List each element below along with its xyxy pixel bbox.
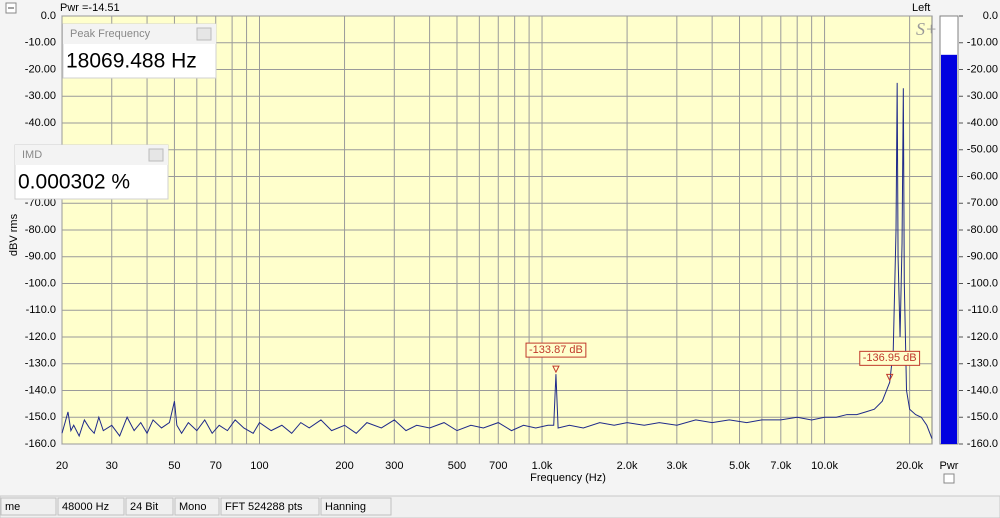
channel-label: Left bbox=[912, 2, 930, 14]
x-tick-label: 200 bbox=[335, 460, 353, 472]
meter-tick-label: -30.00 bbox=[967, 90, 998, 102]
x-tick-label: 7.0k bbox=[770, 460, 791, 472]
y-tick-label: 0.0 bbox=[41, 10, 56, 22]
status-text: 48000 Hz bbox=[62, 501, 109, 513]
y-tick-label: -150.0 bbox=[25, 411, 56, 423]
meter-tick-label: -100.0 bbox=[967, 277, 998, 289]
meter-tick-label: 0.0 bbox=[983, 10, 998, 22]
x-tick-label: 20.0k bbox=[896, 460, 923, 472]
x-tick-label: 300 bbox=[385, 460, 403, 472]
status-text: me bbox=[5, 501, 20, 513]
y-tick-label: -80.00 bbox=[25, 224, 56, 236]
panel-value: 0.000302 % bbox=[18, 171, 130, 194]
marker-label: -136.95 dB bbox=[863, 352, 917, 364]
y-tick-label: -100.0 bbox=[25, 277, 56, 289]
x-tick-label: 20 bbox=[56, 460, 68, 472]
meter-label: Pwr bbox=[940, 460, 959, 472]
status-text: FFT 524288 pts bbox=[225, 501, 303, 513]
panel-header bbox=[15, 145, 168, 165]
power-readout: Pwr =-14.51 bbox=[60, 2, 120, 14]
meter-tick-label: -40.00 bbox=[967, 117, 998, 129]
marker-label-box bbox=[525, 342, 587, 358]
y-tick-label: -130.0 bbox=[25, 358, 56, 370]
meter-tick-label: -10.00 bbox=[967, 37, 998, 49]
panel-title: Peak Frequency bbox=[70, 28, 151, 40]
y-tick-label: -40.00 bbox=[25, 117, 56, 129]
y-tick-label: -30.00 bbox=[25, 90, 56, 102]
status-cell bbox=[125, 497, 174, 516]
x-tick-label: 50 bbox=[168, 460, 180, 472]
meter-tick-label: -140.0 bbox=[967, 384, 998, 396]
panel-close[interactable] bbox=[148, 148, 164, 162]
panel-header bbox=[63, 24, 216, 44]
panel-close[interactable] bbox=[196, 27, 212, 41]
panel-title: IMD bbox=[22, 149, 42, 161]
y-tick-label: -120.0 bbox=[25, 331, 56, 343]
marker-triangle bbox=[552, 365, 560, 374]
x-tick-label: 100 bbox=[250, 460, 268, 472]
meter-tick-label: -70.00 bbox=[967, 197, 998, 209]
status-cell bbox=[320, 497, 392, 516]
marker-label: -133.87 dB bbox=[529, 344, 583, 356]
meter-tick-label: -120.0 bbox=[967, 331, 998, 343]
meter-bar bbox=[941, 54, 957, 445]
status-cell bbox=[0, 497, 57, 516]
status-text: Mono bbox=[179, 501, 207, 513]
meter-tick-label: -50.00 bbox=[967, 144, 998, 156]
x-tick-label: 3.0k bbox=[666, 460, 687, 472]
meter-tick-label: -160.0 bbox=[967, 438, 998, 450]
x-tick-label: 2.0k bbox=[617, 460, 638, 472]
y-tick-label: -90.00 bbox=[25, 251, 56, 263]
logo: S+ bbox=[916, 19, 937, 39]
y-tick-label: -110.0 bbox=[26, 304, 56, 316]
y-tick-label: -20.00 bbox=[25, 63, 56, 75]
meter-tick-label: -150.0 bbox=[967, 411, 998, 423]
marker-label-box bbox=[859, 350, 921, 366]
status-text: 24 Bit bbox=[130, 501, 158, 513]
meter-tick-label: -60.00 bbox=[967, 170, 998, 182]
x-tick-label: 30 bbox=[106, 460, 118, 472]
meter-tick-label: -110.0 bbox=[968, 304, 998, 316]
x-tick-label: 5.0k bbox=[729, 460, 750, 472]
spectrum-line bbox=[61, 82, 933, 439]
meter-collapse[interactable] bbox=[943, 473, 955, 484]
x-tick-label: 700 bbox=[489, 460, 507, 472]
status-cell bbox=[220, 497, 320, 516]
y-tick-label: -140.0 bbox=[25, 384, 56, 396]
y-tick-label: -10.00 bbox=[25, 37, 56, 49]
panel-value: 18069.488 Hz bbox=[66, 50, 197, 73]
y-tick-label: -70.00 bbox=[25, 197, 56, 209]
status-text: Hanning bbox=[325, 501, 366, 513]
meter-tick-label: -130.0 bbox=[967, 358, 998, 370]
meter-tick-label: -20.00 bbox=[967, 63, 998, 75]
status-cell bbox=[57, 497, 125, 516]
meter-tick-label: -90.00 bbox=[967, 251, 998, 263]
x-tick-label: 10.0k bbox=[811, 460, 838, 472]
x-tick-label: 500 bbox=[448, 460, 466, 472]
y-tick-label: -160.0 bbox=[25, 438, 56, 450]
marker-triangle bbox=[885, 373, 894, 382]
x-tick-label: 70 bbox=[210, 460, 222, 472]
y-axis-title: dBV rms bbox=[8, 213, 20, 256]
x-axis-title: Frequency (Hz) bbox=[530, 472, 606, 484]
meter-tick-label: -80.00 bbox=[967, 224, 998, 236]
x-tick-label: 1.0k bbox=[532, 460, 553, 472]
status-cell bbox=[174, 497, 220, 516]
